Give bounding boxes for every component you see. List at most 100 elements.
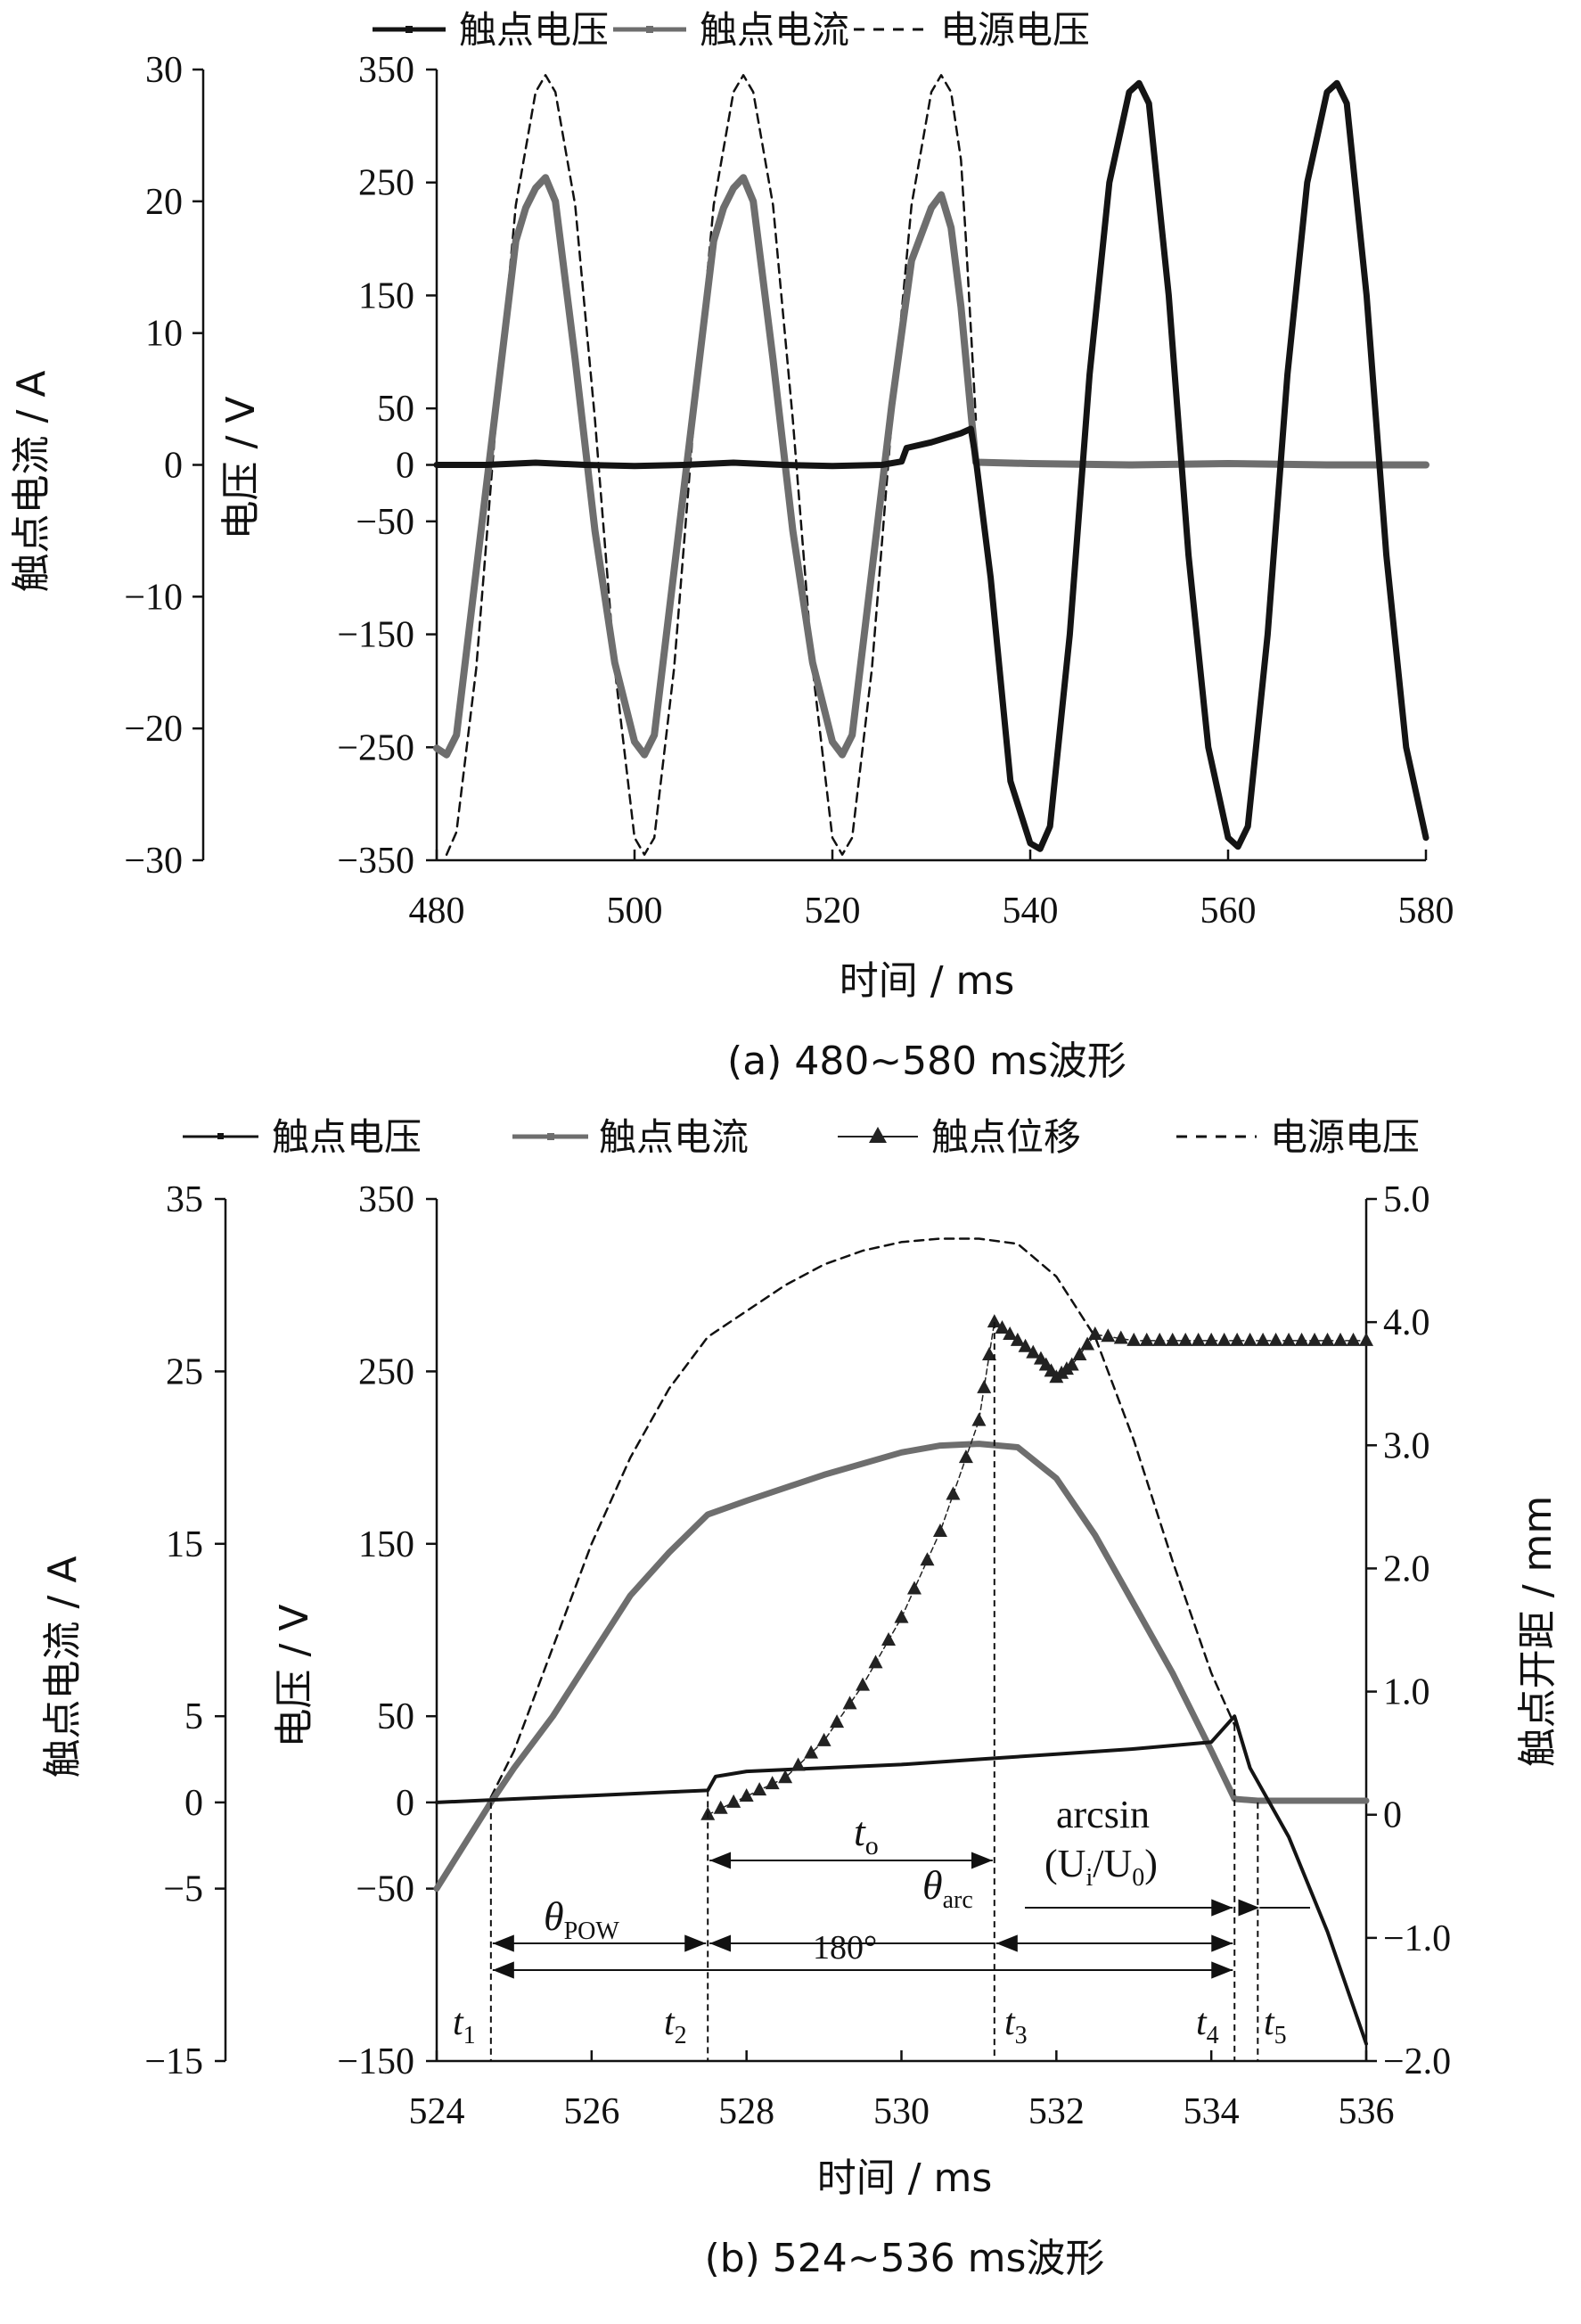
displacement-marker <box>977 1379 992 1393</box>
displacement-marker <box>920 1552 935 1566</box>
t4-label: t4 <box>1196 2002 1219 2049</box>
displacement-marker <box>932 1523 947 1537</box>
b-x-axis: 524 526 528 530 532 534 536 时间 / ms <box>409 2050 1395 2201</box>
a-current-axis-label: 触点电流 / A <box>9 371 54 593</box>
b-voltage-tick-label: 50 <box>377 1696 414 1737</box>
a-current-tick-label: 10 <box>145 314 183 355</box>
b-x-tick-label: 530 <box>873 2091 930 2132</box>
displacement-marker <box>1064 1357 1079 1371</box>
a-voltage-tick-label: 250 <box>358 163 414 204</box>
displacement-marker <box>868 1655 883 1669</box>
b-voltage-tick-label: −150 <box>337 2041 414 2082</box>
b-current-axis: −15 −5 0 5 15 25 35 触点电流 / A <box>40 1179 227 2082</box>
displacement-marker <box>1294 1332 1309 1346</box>
displacement-marker <box>971 1412 987 1426</box>
a-current-tick-label: −30 <box>124 841 183 882</box>
legend-b-source-voltage: 电源电压 <box>1270 1115 1420 1159</box>
b-current-axis-label: 触点电流 / A <box>40 1556 86 1778</box>
b-x-tick-label: 524 <box>409 2091 465 2132</box>
t1-label: t1 <box>453 2002 476 2049</box>
a-x-tick-label: 540 <box>1003 891 1059 932</box>
displacement-marker <box>1346 1332 1361 1346</box>
displacement-marker <box>1242 1332 1257 1346</box>
displacement-marker <box>982 1346 997 1360</box>
displacement-marker <box>1087 1326 1102 1340</box>
b-displacement-tick-label: 3.0 <box>1383 1425 1430 1466</box>
t5-label: t5 <box>1264 2002 1287 2049</box>
theta-arc-label: θarc <box>922 1862 973 1914</box>
b-displacement-tick-label: 1.0 <box>1383 1672 1430 1713</box>
b-x-axis-label: 时间 / ms <box>817 2156 993 2201</box>
displacement-marker <box>1359 1332 1373 1346</box>
displacement-marker <box>995 1320 1010 1334</box>
deg180-label: 180° <box>813 1929 877 1967</box>
b-displacement-tick-label: 4.0 <box>1383 1302 1430 1343</box>
displacement-marker <box>1126 1332 1142 1346</box>
a-x-tick-label: 500 <box>607 891 663 932</box>
a-voltage-tick-label: 50 <box>377 389 414 430</box>
displacement-marker <box>726 1794 741 1808</box>
displacement-marker <box>1320 1332 1335 1346</box>
a-current-tick-label: 30 <box>145 50 183 91</box>
b-displacement-axis-label: 触点开距 / mm <box>1515 1496 1561 1768</box>
b-voltage-axis-label: 电压 / V <box>272 1605 317 1748</box>
legend-a-contact-current: 触点电流 <box>700 8 849 52</box>
b-displacement-tick-label: −1.0 <box>1383 1918 1451 1959</box>
b-voltage-tick-label: 0 <box>396 1783 414 1824</box>
displacement-marker <box>1216 1332 1232 1346</box>
b-caption: (b) 524~536 ms波形 <box>705 2236 1105 2281</box>
displacement-marker <box>987 1314 1002 1328</box>
displacement-marker <box>1018 1338 1033 1352</box>
displacement-marker <box>881 1632 897 1647</box>
a-x-tick-label: 580 <box>1398 891 1454 932</box>
b-x-tick-label: 528 <box>718 2091 774 2132</box>
displacement-marker <box>830 1714 845 1729</box>
displacement-marker <box>713 1800 728 1814</box>
displacement-marker <box>1152 1332 1167 1346</box>
displacement-marker <box>1230 1332 1245 1346</box>
a-voltage-tick-label: 0 <box>396 446 414 487</box>
displacement-marker <box>958 1449 973 1464</box>
a-current-tick-label: −10 <box>124 577 183 618</box>
t3-label: t3 <box>1004 2002 1028 2049</box>
a-x-tick-label: 520 <box>805 891 861 932</box>
a-series-contact-voltage <box>433 79 1429 852</box>
legend-b-contact-current: 触点电流 <box>599 1115 749 1159</box>
b-x-tick-label: 526 <box>563 2091 619 2132</box>
b-series-contact-displacement <box>707 1321 1367 1816</box>
displacement-marker <box>1204 1332 1219 1346</box>
legend-a: 触点电压 触点电流 电源电压 <box>373 8 1090 52</box>
b-series-contact-current <box>433 1441 1370 1893</box>
b-x-tick-label: 532 <box>1028 2091 1085 2132</box>
legend-b: 触点电压 触点电流 触点位移 电源电压 <box>183 1115 1420 1159</box>
a-current-axis: −30 −20 −10 0 10 20 30 触点电流 / A <box>9 50 205 882</box>
b-series-source-voltage <box>435 1237 1236 1890</box>
b-current-tick-label: −15 <box>144 2041 203 2082</box>
b-annotations: to θPOW θarc 180° arcsin (Ui/U0) t1 t2 t… <box>453 1322 1310 2061</box>
b-displacement-tick-label: −2.0 <box>1383 2041 1451 2082</box>
b-current-tick-label: 5 <box>184 1696 203 1737</box>
panel-a: 触点电压 触点电流 电源电压 −30 −20 −10 0 10 20 30 触点电流 / A… <box>9 8 1454 1084</box>
legend-b-contact-displacement: 触点位移 <box>931 1115 1081 1159</box>
displacement-marker <box>752 1782 767 1796</box>
a-caption: (a) 480~580 ms波形 <box>727 1039 1126 1084</box>
displacement-marker <box>1178 1332 1193 1346</box>
b-displacement-tick-label: 5.0 <box>1383 1179 1430 1220</box>
b-displacement-axis: 5.0 4.0 3.0 2.0 1.0 0 −1.0 −2.0 触点开距 / mm <box>1364 1179 1561 2082</box>
displacement-marker <box>765 1776 780 1790</box>
b-current-tick-label: 25 <box>166 1351 203 1392</box>
arcsin-label: arcsin <box>1056 1793 1150 1836</box>
b-current-tick-label: −5 <box>163 1869 203 1910</box>
a-series-contact-current <box>433 174 1429 759</box>
legend-a-contact-voltage: 触点电压 <box>459 8 609 52</box>
legend-a-source-voltage: 电源电压 <box>940 8 1090 52</box>
a-x-axis: 480 500 520 540 560 580 时间 / ms <box>409 850 1454 1004</box>
to-label: to <box>854 1809 879 1860</box>
displacement-marker <box>856 1677 871 1691</box>
a-voltage-axis: 350 250 150 50 0 −50 −150 −250 −350 电压 / V <box>218 50 438 882</box>
displacement-marker <box>1333 1332 1348 1346</box>
displacement-marker <box>816 1732 831 1746</box>
displacement-marker <box>1139 1332 1154 1346</box>
